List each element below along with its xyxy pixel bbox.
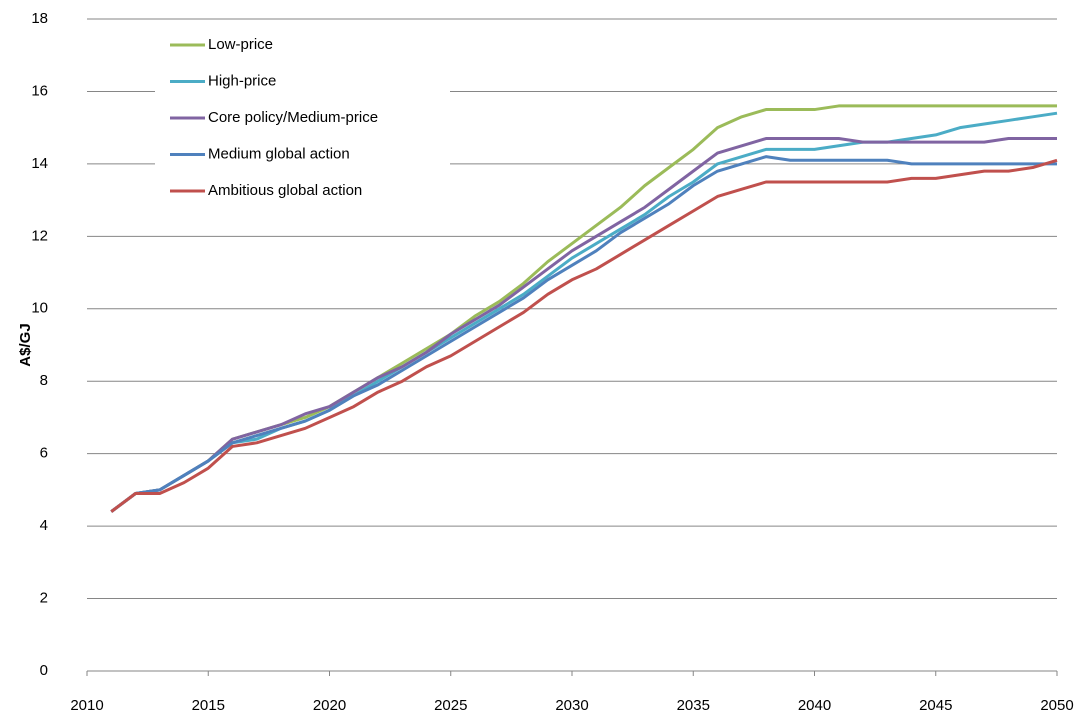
x-tick-label: 2040 bbox=[798, 697, 831, 714]
legend-box bbox=[155, 27, 450, 214]
x-tick-label: 2045 bbox=[919, 697, 952, 714]
x-tick-label: 2025 bbox=[434, 697, 467, 714]
y-tick-label: 8 bbox=[40, 372, 48, 389]
legend-label: Low-price bbox=[208, 36, 273, 53]
legend-label: Ambitious global action bbox=[208, 182, 362, 199]
series-line bbox=[110, 111, 1058, 513]
x-tick-label: 2050 bbox=[1040, 697, 1073, 714]
series-line bbox=[110, 137, 1057, 513]
x-tick-label: 2010 bbox=[70, 697, 103, 714]
legend-label: High-price bbox=[208, 72, 276, 89]
y-tick-label: 14 bbox=[31, 155, 48, 172]
x-tick-label: 2030 bbox=[555, 697, 588, 714]
x-tick-label: 2035 bbox=[677, 697, 710, 714]
y-tick-label: 10 bbox=[31, 300, 48, 317]
y-tick-label: 4 bbox=[40, 517, 48, 534]
legend-label: Medium global action bbox=[208, 145, 350, 162]
x-tick-label: 2015 bbox=[192, 697, 225, 714]
y-tick-label: 2 bbox=[40, 590, 48, 607]
series-line bbox=[110, 158, 1058, 513]
y-tick-label: 16 bbox=[31, 82, 48, 99]
y-tick-label: 12 bbox=[31, 227, 48, 244]
y-tick-label: 18 bbox=[31, 10, 48, 27]
y-axis-label: A$/GJ bbox=[17, 323, 34, 366]
series-line bbox=[110, 155, 1057, 513]
legend-label: Core policy/Medium-price bbox=[208, 109, 378, 126]
y-tick-label: 6 bbox=[40, 445, 48, 462]
x-tick-label: 2020 bbox=[313, 697, 346, 714]
y-tick-label: 0 bbox=[40, 662, 48, 679]
